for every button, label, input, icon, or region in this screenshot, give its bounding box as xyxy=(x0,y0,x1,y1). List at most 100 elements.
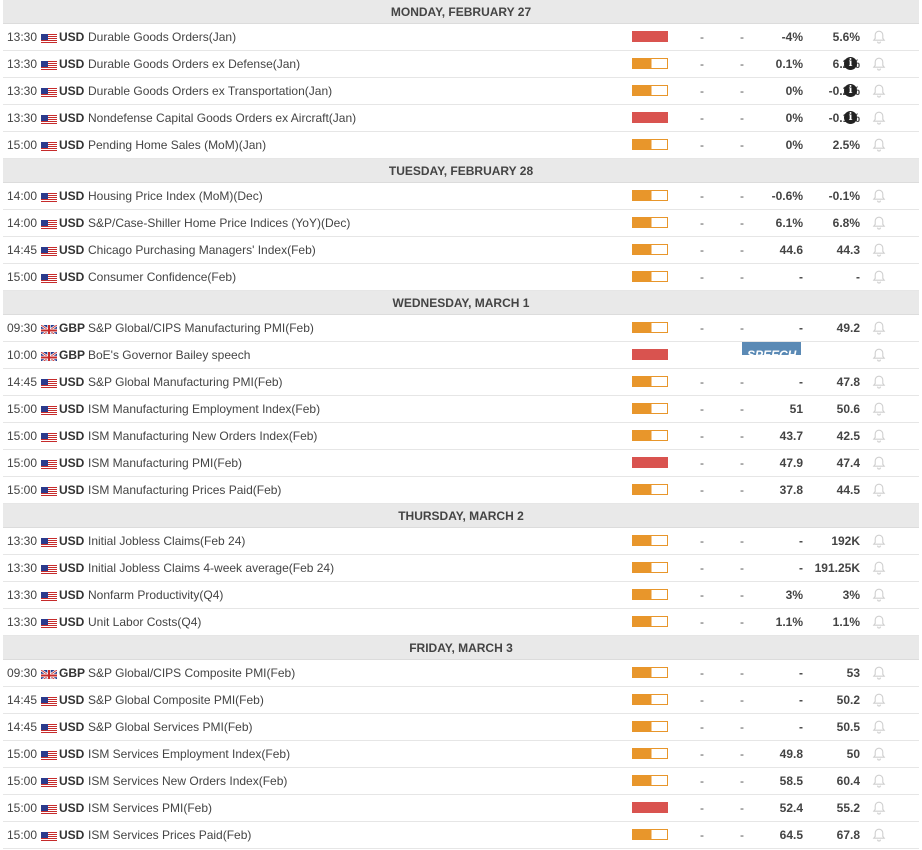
event-row[interactable]: 15:00 USD ISM Services Prices Paid(Feb) - - 6… xyxy=(3,822,919,849)
event-row[interactable]: 13:30 USD Nondefense Capital Goods Orders … xyxy=(3,105,919,132)
event-name[interactable]: Durable Goods Orders ex Defense(Jan) xyxy=(88,57,301,71)
bell-icon[interactable] xyxy=(871,215,887,231)
consensus-value: - xyxy=(799,561,803,575)
bell-icon[interactable] xyxy=(871,401,887,417)
bell-icon[interactable] xyxy=(871,665,887,681)
bell-icon[interactable] xyxy=(871,137,887,153)
event-row[interactable]: 15:00 USD ISM Services Employment Index(Fe… xyxy=(3,741,919,768)
event-row[interactable]: 13:30 USD Durable Goods Orders(Jan) - - -4% 5.… xyxy=(3,24,919,51)
bell-icon[interactable] xyxy=(871,374,887,390)
bell-icon[interactable] xyxy=(871,614,887,630)
event-name[interactable]: S&P Global Manufacturing PMI(Feb) xyxy=(88,375,283,389)
bell-icon[interactable] xyxy=(871,533,887,549)
event-name[interactable]: Unit Labor Costs(Q4) xyxy=(88,615,202,629)
bell-icon[interactable] xyxy=(871,83,887,99)
event-row[interactable]: 15:00 USD Pending Home Sales (MoM)(Jan) - - 0… xyxy=(3,132,919,159)
event-row[interactable]: 14:45 USD Chicago Purchasing Managers' Ind… xyxy=(3,237,919,264)
bell-icon[interactable] xyxy=(871,587,887,603)
info-icon[interactable]: i xyxy=(844,57,857,70)
event-row[interactable]: 15:00 USD ISM Services PMI(Feb) - - 52.4 55.2 xyxy=(3,795,919,822)
event-name[interactable]: Housing Price Index (MoM)(Dec) xyxy=(88,189,263,203)
event-row[interactable]: 15:00 USD Consumer Confidence(Feb) - - - - xyxy=(3,264,919,291)
info-icon[interactable]: i xyxy=(844,84,857,97)
previous-value: 47.4 xyxy=(836,456,860,470)
volatility-low-indicator xyxy=(632,562,668,573)
event-time: 13:30 xyxy=(7,30,38,44)
consensus-value: 51 xyxy=(789,402,803,416)
event-row[interactable]: 09:30 GBP S&P Global/CIPS Composite PMI(Fe… xyxy=(3,660,919,687)
bell-icon[interactable] xyxy=(871,560,887,576)
bell-icon[interactable] xyxy=(871,269,887,285)
event-name[interactable]: Initial Jobless Claims 4-week average(Fe… xyxy=(88,561,335,575)
event-row[interactable]: 14:00 USD S&P/Case-Shiller Home Price Indi… xyxy=(3,210,919,237)
event-name[interactable]: Nonfarm Productivity(Q4) xyxy=(88,588,224,602)
event-name[interactable]: BoE's Governor Bailey speech xyxy=(88,348,251,362)
event-currency: GBP xyxy=(59,666,86,680)
bell-icon[interactable] xyxy=(871,347,887,363)
event-name[interactable]: Pending Home Sales (MoM)(Jan) xyxy=(88,138,267,152)
event-row[interactable]: 15:00 USD ISM Manufacturing PMI(Feb) - - 47.9… xyxy=(3,450,919,477)
bell-icon[interactable] xyxy=(871,719,887,735)
bell-icon[interactable] xyxy=(871,110,887,126)
event-row[interactable]: 10:00 GBP BoE's Governor Bailey speech SPEE… xyxy=(3,342,919,369)
bell-icon[interactable] xyxy=(871,188,887,204)
bell-icon[interactable] xyxy=(871,746,887,762)
event-row[interactable]: 14:45 USD S&P Global Manufacturing PMI(Feb… xyxy=(3,369,919,396)
event-row[interactable]: 15:00 USD ISM Manufacturing Prices Paid(Fe… xyxy=(3,477,919,504)
event-time: 13:30 xyxy=(7,588,38,602)
consensus-value: 0% xyxy=(785,84,803,98)
bell-icon[interactable] xyxy=(871,56,887,72)
bell-icon[interactable] xyxy=(871,455,887,471)
event-name[interactable]: ISM Manufacturing PMI(Feb) xyxy=(88,456,243,470)
event-name[interactable]: S&P Global Services PMI(Feb) xyxy=(88,720,253,734)
event-row[interactable]: 15:00 USD ISM Manufacturing New Orders Ind… xyxy=(3,423,919,450)
us-flag-icon xyxy=(41,245,57,256)
event-row[interactable]: 14:45 USD S&P Global Services PMI(Feb) - - - 5… xyxy=(3,714,919,741)
event-time: 14:00 xyxy=(7,216,38,230)
bell-icon[interactable] xyxy=(871,827,887,843)
event-row[interactable]: 15:00 USD ISM Services New Orders Index(Fe… xyxy=(3,768,919,795)
event-row[interactable]: 13:30 USD Nonfarm Productivity(Q4) - - 3% 3% xyxy=(3,582,919,609)
event-row[interactable]: 13:30 USD Durable Goods Orders ex Defense(… xyxy=(3,51,919,78)
event-name[interactable]: Durable Goods Orders ex Transportation(J… xyxy=(88,84,333,98)
event-name[interactable]: ISM Manufacturing Prices Paid(Feb) xyxy=(88,483,282,497)
actual-value: - xyxy=(700,216,704,230)
event-name[interactable]: ISM Manufacturing Employment Index(Feb) xyxy=(88,402,321,416)
event-row[interactable]: 13:30 USD Durable Goods Orders ex Transpor… xyxy=(3,78,919,105)
event-name[interactable]: ISM Manufacturing New Orders Index(Feb) xyxy=(88,429,318,443)
deviation-value: - xyxy=(740,747,744,761)
event-name[interactable]: S&P/Case-Shiller Home Price Indices (YoY… xyxy=(88,216,351,230)
event-row[interactable]: 13:30 USD Unit Labor Costs(Q4) - - 1.1% 1.1% xyxy=(3,609,919,636)
event-row[interactable]: 14:00 USD Housing Price Index (MoM)(Dec) - -… xyxy=(3,183,919,210)
event-row[interactable]: 09:30 GBP S&P Global/CIPS Manufacturing PM… xyxy=(3,315,919,342)
event-name[interactable]: Consumer Confidence(Feb) xyxy=(88,270,237,284)
event-name[interactable]: ISM Services Employment Index(Feb) xyxy=(88,747,291,761)
event-name[interactable]: ISM Services PMI(Feb) xyxy=(88,801,213,815)
event-name[interactable]: S&P Global/CIPS Composite PMI(Feb) xyxy=(88,666,296,680)
event-row[interactable]: 13:30 USD Initial Jobless Claims(Feb 24) - -… xyxy=(3,528,919,555)
event-name[interactable]: Durable Goods Orders(Jan) xyxy=(88,30,237,44)
bell-icon[interactable] xyxy=(871,692,887,708)
event-name[interactable]: ISM Services New Orders Index(Feb) xyxy=(88,774,288,788)
bell-icon[interactable] xyxy=(871,428,887,444)
event-row[interactable]: 13:30 USD Initial Jobless Claims 4-week av… xyxy=(3,555,919,582)
event-name[interactable]: Nondefense Capital Goods Orders ex Aircr… xyxy=(88,111,357,125)
actual-value: - xyxy=(700,84,704,98)
bell-icon[interactable] xyxy=(871,29,887,45)
uk-flag-icon xyxy=(41,323,57,334)
info-icon[interactable]: i xyxy=(844,111,857,124)
deviation-value: - xyxy=(740,666,744,680)
bell-icon[interactable] xyxy=(871,773,887,789)
event-name[interactable]: Chicago Purchasing Managers' Index(Feb) xyxy=(88,243,316,257)
event-name[interactable]: S&P Global Composite PMI(Feb) xyxy=(88,693,264,707)
event-row[interactable]: 15:00 USD ISM Manufacturing Employment Ind… xyxy=(3,396,919,423)
event-name[interactable]: S&P Global/CIPS Manufacturing PMI(Feb) xyxy=(88,321,314,335)
event-name[interactable]: ISM Services Prices Paid(Feb) xyxy=(88,828,252,842)
bell-icon[interactable] xyxy=(871,320,887,336)
event-currency: USD xyxy=(59,588,85,602)
event-name[interactable]: Initial Jobless Claims(Feb 24) xyxy=(88,534,246,548)
event-row[interactable]: 14:45 USD S&P Global Composite PMI(Feb) - - -… xyxy=(3,687,919,714)
bell-icon[interactable] xyxy=(871,482,887,498)
bell-icon[interactable] xyxy=(871,800,887,816)
bell-icon[interactable] xyxy=(871,242,887,258)
